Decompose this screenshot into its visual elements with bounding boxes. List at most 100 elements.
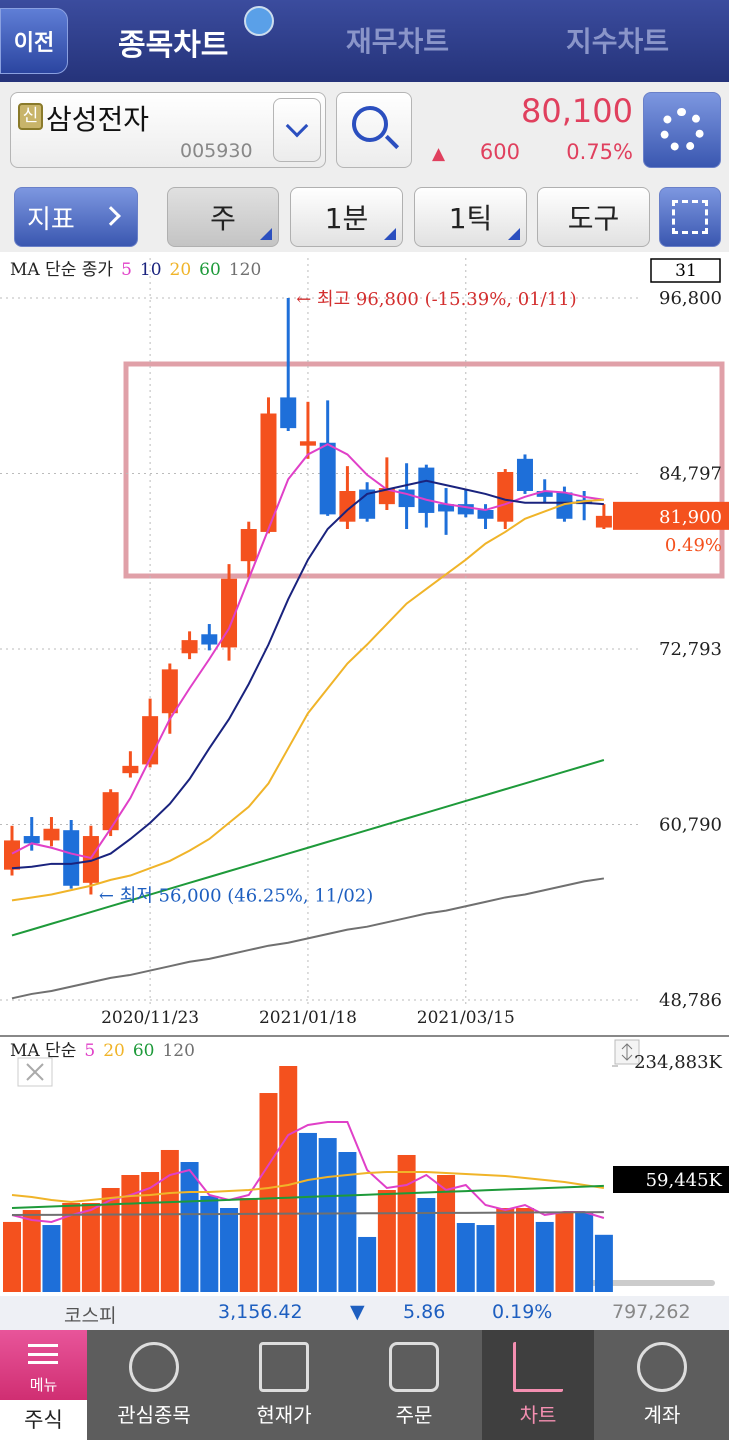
volume-bar [575,1213,594,1292]
dropdown[interactable] [273,98,321,162]
tab-active[interactable]: 종목차트 [118,28,229,63]
top-bar: 이전 종목차트 재무차트 지수차트 [0,0,729,82]
candle-body [221,578,238,648]
candle-body [497,471,514,522]
y-tick-label: 48,786 [659,990,722,1011]
legend-entry: 120 [162,1041,194,1061]
button-label: 주 [210,202,236,235]
volume-bar [239,1197,258,1292]
volume-ma-line [11,1184,604,1209]
volume-ma-line [11,1211,604,1217]
legend-entry: 20 [170,260,192,280]
volume-bar [62,1202,81,1292]
candle-body [23,836,40,844]
nav-tab-active[interactable]: 차트 [482,1330,594,1440]
tab[interactable]: 지수차트 [566,25,670,58]
candle-body [457,504,474,515]
tab[interactable]: 재무차트 [346,25,450,58]
y-tick-label: 84,797 [659,463,722,484]
market-bar: 코스피 3,156.42 ▼ 5.86 0.19% 797,262 [0,1296,729,1330]
volume-bar [476,1225,495,1292]
volume-bar [397,1154,416,1292]
stock-row: 신 삼성전자 005930 80,100 ▲ 600 0.75% [0,82,729,178]
volume-bar [377,1190,396,1292]
candle-body [280,397,297,429]
candle-body [260,413,277,532]
y-tick-label: 60,790 [659,814,722,835]
search-icon [352,106,388,142]
volume-bar [200,1195,219,1292]
volume-bar [180,1162,199,1292]
legend-label: MA 단순 종가 [10,260,113,280]
chart-area: 31 96,800 84,797 72,793 60,790 48,786 2020/11… [0,258,729,1292]
button-label: 1분 [324,202,369,235]
volume-bar [318,1138,337,1292]
bottom-nav: 메뉴 주식 관심종목 현재가 주문 차트 계좌 [0,1330,729,1440]
nav-tab[interactable]: 관심종목 [92,1330,216,1440]
nav-icon [259,1342,309,1392]
volume-bar [81,1202,100,1292]
period-button[interactable]: 주 [167,187,279,247]
volume-bar [298,1132,317,1292]
legend-entry: 60 [133,1041,155,1061]
volume-bar [496,1208,515,1292]
close-icon [26,1063,44,1081]
count-box [650,258,721,283]
volume-bar [535,1221,554,1292]
legend-entry: 120 [229,260,261,280]
volume-bar [437,1174,456,1292]
market-index: 3,156.42 [218,1301,303,1323]
ma-line [11,877,605,1000]
highlight-box [123,361,725,579]
back-button[interactable]: 이전 [0,8,68,74]
nav-label: 차트 [519,1403,557,1427]
market-pct: 0.19% [492,1301,553,1323]
nav-label: 계좌 [643,1403,681,1427]
nav-icon [637,1342,687,1392]
menu-icon-bar [28,1353,58,1356]
current-label: 81,900 [659,507,722,528]
price: 80,100 [521,92,633,130]
expand-button[interactable] [659,187,721,247]
volume-bar [338,1152,357,1292]
candle-body [516,458,533,491]
y-tick-label: 72,793 [659,639,722,660]
current-box [613,1166,729,1193]
candle-body [319,442,336,515]
x-tick-label: 2021/01/18 [259,1008,357,1028]
nav-label: 주문 [395,1403,433,1427]
menu-label: 메뉴 [29,1376,58,1394]
volume-ma-line [11,1171,605,1204]
ma-line [11,498,604,902]
volume-bar [259,1093,278,1292]
nav-tab[interactable]: 현재가 [222,1330,346,1440]
volume-bar [555,1213,574,1292]
annotation: ← 최저 56,000 (46.25%, 11/02) [99,886,373,907]
tool-button[interactable]: 도구 [537,187,650,247]
stock-name: 삼성전자 [46,103,150,136]
legend-label: MA 단순 [10,1041,76,1061]
x-tick-label: 2020/11/23 [101,1008,199,1028]
market-sign: ▼ [350,1301,365,1323]
volume-bar [515,1208,534,1292]
nav-menu[interactable]: 메뉴 주식 [0,1330,87,1440]
ma-line [11,479,604,870]
candle-body [378,488,395,505]
candle-body [122,765,139,774]
current-box [613,501,729,530]
nav-tab[interactable]: 주문 [352,1330,476,1440]
volume-bar [3,1221,21,1292]
candle-body [201,634,218,645]
annotation: ← 최고 96,800 (-15.39%, 01/11) [296,289,576,310]
market-volume: 797,262 [612,1301,691,1323]
candle-body [4,840,20,870]
volume-bar [22,1210,41,1292]
ma-line [11,759,605,937]
period-button[interactable]: 1틱 [414,187,527,247]
nav-tab[interactable]: 계좌 [600,1330,724,1440]
button-label: 1틱 [448,202,493,235]
period-button[interactable]: 1분 [290,187,403,247]
x-tick-label: 2021/03/15 [417,1008,515,1028]
indicator-button[interactable]: 지표 [14,187,138,247]
